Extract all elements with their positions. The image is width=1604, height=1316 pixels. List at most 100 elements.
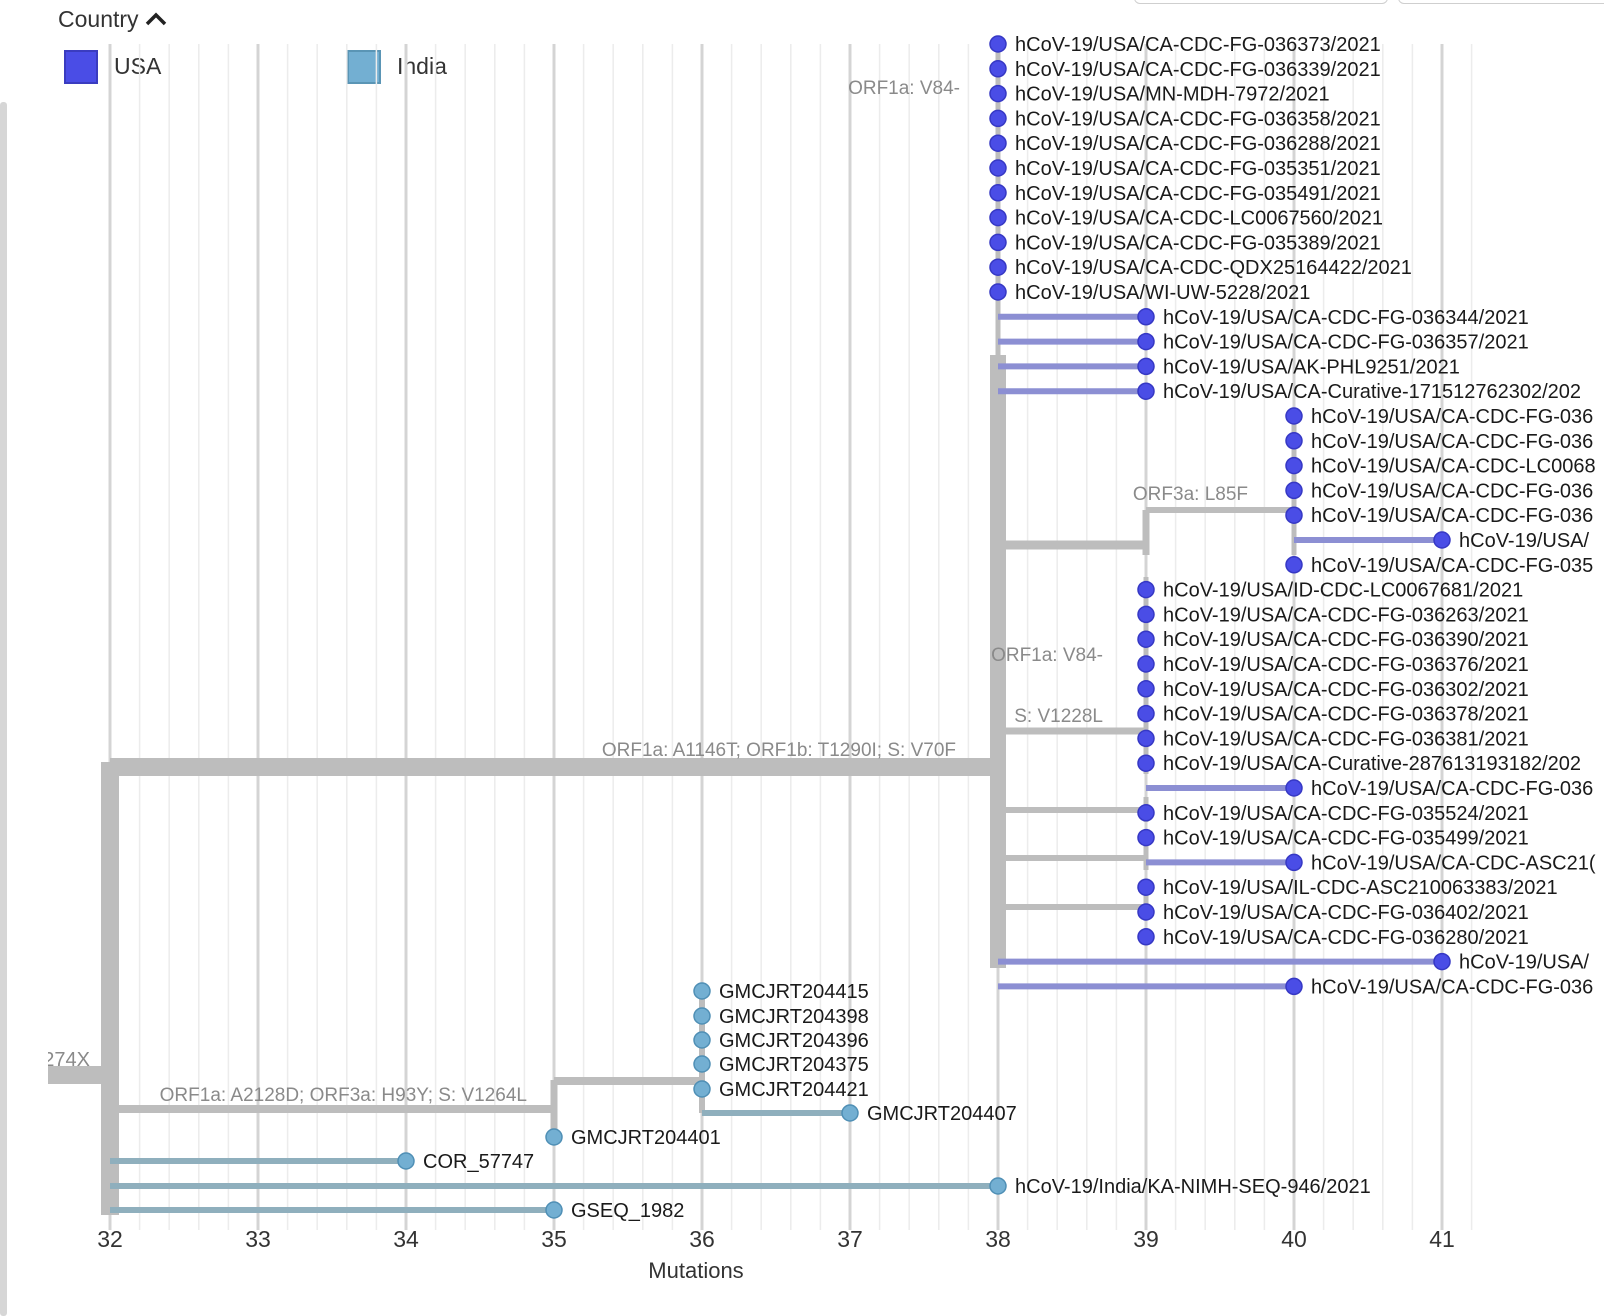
tip-label: GMCJRT204421 xyxy=(719,1079,869,1101)
branch-label-32-38: ORF1a: A1146T; ORF1b: T1290I; S: V70F xyxy=(602,740,956,761)
tip-node xyxy=(1433,952,1451,971)
tip-node xyxy=(693,982,711,1000)
tip-node xyxy=(989,35,1007,53)
x-tick-label: 38 xyxy=(985,1226,1011,1252)
branch-label-root: 274X xyxy=(43,1049,90,1071)
tip-node xyxy=(1137,729,1155,748)
tip-node xyxy=(1137,878,1155,896)
tip-label: hCoV-19/USA/CA-CDC-QDX25164422/2021 xyxy=(1015,257,1412,279)
branch-label-39-orf1a: ORF1a: V84- xyxy=(991,645,1103,666)
tip-node xyxy=(1137,605,1155,624)
tip-node xyxy=(1137,828,1155,847)
tip-label: hCoV-19/USA/CA-CDC-FG-036358/2021 xyxy=(1015,108,1381,130)
x-tick-label: 40 xyxy=(1281,1226,1307,1252)
tip-label: hCoV-19/USA/CA-CDC-FG-036280/2021 xyxy=(1163,927,1529,949)
tip-label: hCoV-19/USA/CA-CDC-FG-036288/2021 xyxy=(1015,133,1381,155)
panel-left-border xyxy=(0,102,7,1316)
tip-label: hCoV-19/USA/CA-CDC-FG-036390/2021 xyxy=(1163,629,1529,651)
tip-label: hCoV-19/USA/CA-CDC-FG-036302/2021 xyxy=(1163,679,1529,701)
tip-label: hCoV-19/USA/CA-CDC-FG-036376/2021 xyxy=(1163,654,1529,676)
tip-label: hCoV-19/USA/CA-CDC-FG-035491/2021 xyxy=(1015,183,1381,205)
tip-node xyxy=(397,1152,415,1170)
legend-swatch-india xyxy=(347,50,381,84)
tip-label: GSEQ_1982 xyxy=(571,1200,684,1222)
tip-node xyxy=(1137,903,1155,921)
tip-label: hCoV-19/USA/CA-CDC-FG-036357/2021 xyxy=(1163,332,1529,354)
tip-node xyxy=(545,1128,563,1146)
tip-node xyxy=(1137,630,1155,648)
tip-label: hCoV-19/USA/CA-CDC-FG-036344/2021 xyxy=(1163,307,1529,329)
tip-node xyxy=(545,1201,563,1219)
tip-label: hCoV-19/USA/WI-UW-5228/2021 xyxy=(1015,282,1310,304)
tip-node xyxy=(1137,655,1155,673)
legend-swatch-usa xyxy=(64,50,98,84)
tip-label: hCoV-19/India/KA-NIMH-SEQ-946/2021 xyxy=(1015,1176,1371,1198)
tip-label: GMCJRT204375 xyxy=(719,1054,869,1076)
tip-node xyxy=(693,1031,711,1049)
tip-label: GMCJRT204396 xyxy=(719,1030,869,1052)
tip-label: hCoV-19/USA/CA-CDC-FG-036378/2021 xyxy=(1163,704,1529,726)
tip-label: GMCJRT204415 xyxy=(719,981,869,1003)
tip-label: hCoV-19/USA/CA-CDC-FG-036 xyxy=(1311,431,1593,453)
tip-node xyxy=(1285,556,1303,574)
tip-label: hCoV-19/USA/IL-CDC-ASC210063383/2021 xyxy=(1163,877,1558,899)
x-tick-label: 33 xyxy=(245,1226,271,1252)
tip-label: GMCJRT204398 xyxy=(719,1006,869,1028)
tip-node xyxy=(1137,804,1155,822)
branch-label-38-39-s: S: V1228L xyxy=(1014,706,1103,727)
tip-node xyxy=(1285,456,1303,475)
tip-label: hCoV-19/USA/CA-CDC-FG-036381/2021 xyxy=(1163,728,1529,750)
tip-node xyxy=(1137,382,1155,400)
tip-node xyxy=(1285,853,1303,872)
x-tick-label: 41 xyxy=(1429,1226,1455,1252)
tip-node xyxy=(1285,779,1303,797)
tip-node xyxy=(693,1007,711,1025)
branch-label-38-orf1a: ORF1a: V84- xyxy=(848,78,960,99)
tip-label: hCoV-19/USA/CA-CDC-FG-036 xyxy=(1311,976,1593,998)
x-tick-label: 36 xyxy=(689,1226,715,1252)
tip-node xyxy=(989,184,1007,202)
x-axis-title: Mutations xyxy=(648,1258,743,1283)
legend-title[interactable]: Country xyxy=(58,6,167,33)
tip-label: hCoV-19/USA/CA-CDC-FG-035499/2021 xyxy=(1163,828,1529,850)
tip-node xyxy=(989,233,1007,252)
tip-node xyxy=(1137,580,1155,599)
tip-label: hCoV-19/USA/CA-Curative-171512762302/202 xyxy=(1163,381,1581,403)
tip-label: hCoV-19/USA/CA-CDC-LC0068 xyxy=(1311,456,1596,478)
tip-node xyxy=(989,134,1007,152)
legend-title-label: Country xyxy=(58,6,139,32)
tip-node xyxy=(1137,357,1155,376)
tip-label: hCoV-19/USA/CA-CDC-ASC21( xyxy=(1311,852,1596,874)
tip-node xyxy=(1285,432,1303,450)
tip-label: GMCJRT204407 xyxy=(867,1103,1017,1125)
branch-label-39-40-orf3a: ORF3a: L85F xyxy=(1133,484,1248,505)
tip-node xyxy=(1137,680,1155,698)
tip-node xyxy=(1285,506,1303,524)
tip-node xyxy=(1137,332,1155,351)
tip-node xyxy=(989,109,1007,128)
tip-label: hCoV-19/USA/CA-CDC-LC0067560/2021 xyxy=(1015,208,1383,230)
x-tick-label: 35 xyxy=(541,1226,567,1252)
branch-label-32-35: ORF1a: A2128D; ORF3a: H93Y; S: V1264L xyxy=(160,1085,527,1106)
tip-node xyxy=(989,258,1007,276)
tip-label: hCoV-19/USA/CA-Curative-287613193182/202 xyxy=(1163,753,1581,775)
tip-node xyxy=(989,159,1007,177)
tip-node xyxy=(693,1055,711,1073)
tip-node xyxy=(989,283,1007,301)
tip-label: hCoV-19/USA/AK-PHL9251/2021 xyxy=(1163,356,1460,378)
tip-node xyxy=(989,60,1007,78)
tip-label: hCoV-19/USA/CA-CDC-FG-036402/2021 xyxy=(1163,902,1529,924)
x-tick-label: 39 xyxy=(1133,1226,1159,1252)
tip-label: hCoV-19/USA/CA-CDC-FG-035351/2021 xyxy=(1015,158,1381,180)
tip-label: hCoV-19/USA/ xyxy=(1459,530,1590,552)
tip-node xyxy=(1137,754,1155,772)
tip-label: hCoV-19/USA/CA-CDC-FG-036373/2021 xyxy=(1015,34,1381,56)
tip-node xyxy=(989,208,1007,227)
tip-label: hCoV-19/USA/CA-CDC-FG-035 xyxy=(1311,555,1593,577)
x-tick-label: 37 xyxy=(837,1226,863,1252)
tip-label: hCoV-19/USA/CA-CDC-FG-036 xyxy=(1311,778,1593,800)
tip-node xyxy=(1137,308,1155,326)
tip-node xyxy=(989,84,1007,103)
x-tick-label: 32 xyxy=(97,1226,123,1252)
